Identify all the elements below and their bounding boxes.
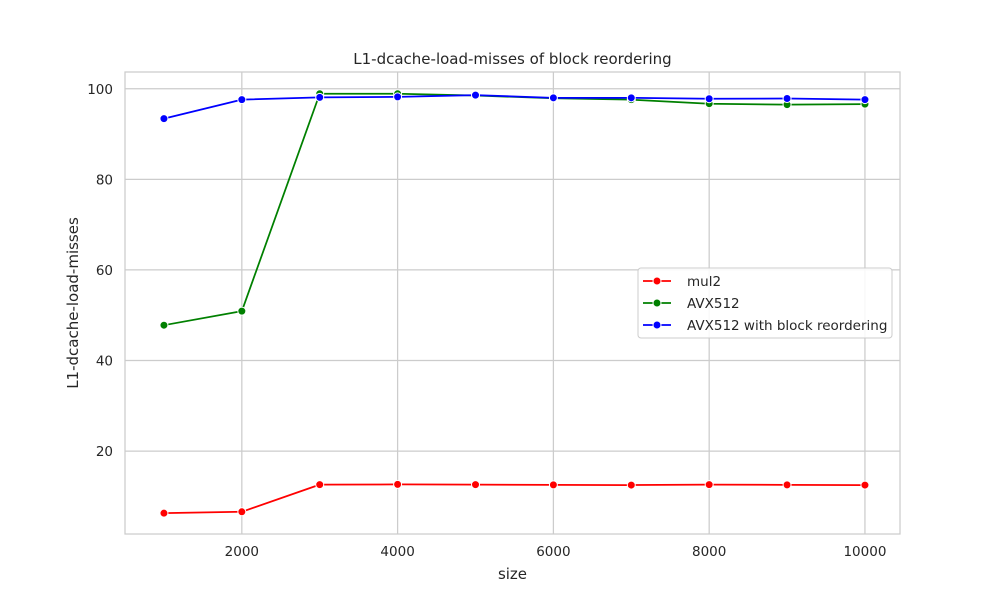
x-tick-label: 10000 xyxy=(843,544,886,560)
grid xyxy=(125,72,900,534)
data-point xyxy=(626,480,636,490)
data-point xyxy=(471,480,481,490)
data-point xyxy=(548,93,558,103)
legend-label: AVX512 xyxy=(687,296,740,312)
data-point xyxy=(860,95,870,105)
legend-label: mul2 xyxy=(687,274,721,290)
data-point xyxy=(471,90,481,100)
data-point xyxy=(237,95,247,105)
x-axis-label: size xyxy=(498,565,527,583)
y-axis-label: L1-dcache-load-misses xyxy=(64,217,82,389)
data-point xyxy=(704,94,714,104)
data-point xyxy=(393,479,403,489)
tick-labels: 2000 4000 6000 8000 10000 20 40 60 80 100 xyxy=(87,82,886,560)
legend-marker xyxy=(652,320,662,330)
y-tick-label: 40 xyxy=(96,354,113,370)
y-tick-label: 80 xyxy=(96,172,113,188)
data-point xyxy=(159,508,169,518)
series-0 xyxy=(159,479,870,518)
series-line xyxy=(163,94,865,120)
data-point xyxy=(782,93,792,103)
legend-label: AVX512 with block reordering xyxy=(687,318,887,334)
data-point xyxy=(237,507,247,517)
y-tick-label: 20 xyxy=(96,444,113,460)
data-point xyxy=(782,480,792,490)
legend-marker xyxy=(652,276,662,286)
y-tick-label: 100 xyxy=(87,82,113,98)
data-point xyxy=(704,480,714,490)
series-2 xyxy=(159,90,870,124)
legend: mul2 AVX512 AVX512 with block reordering xyxy=(637,267,893,339)
legend-box xyxy=(637,267,893,339)
chart-title: L1-dcache-load-misses of block reorderin… xyxy=(353,50,671,68)
data-point xyxy=(393,92,403,102)
y-tick-label: 60 xyxy=(96,263,113,279)
data-point xyxy=(626,93,636,103)
x-tick-label: 8000 xyxy=(692,544,726,560)
data-point xyxy=(159,320,169,330)
plot-area-frame xyxy=(124,71,901,535)
data-point xyxy=(315,92,325,102)
x-tick-label: 2000 xyxy=(225,544,259,560)
data-point xyxy=(860,480,870,490)
x-tick-label: 4000 xyxy=(380,544,414,560)
legend-marker xyxy=(652,298,662,308)
data-point xyxy=(315,480,325,490)
data-point xyxy=(159,114,169,124)
data-point xyxy=(237,306,247,316)
data-point xyxy=(548,480,558,490)
series-line xyxy=(163,483,865,515)
series-lines xyxy=(159,89,870,518)
x-tick-label: 6000 xyxy=(536,544,570,560)
